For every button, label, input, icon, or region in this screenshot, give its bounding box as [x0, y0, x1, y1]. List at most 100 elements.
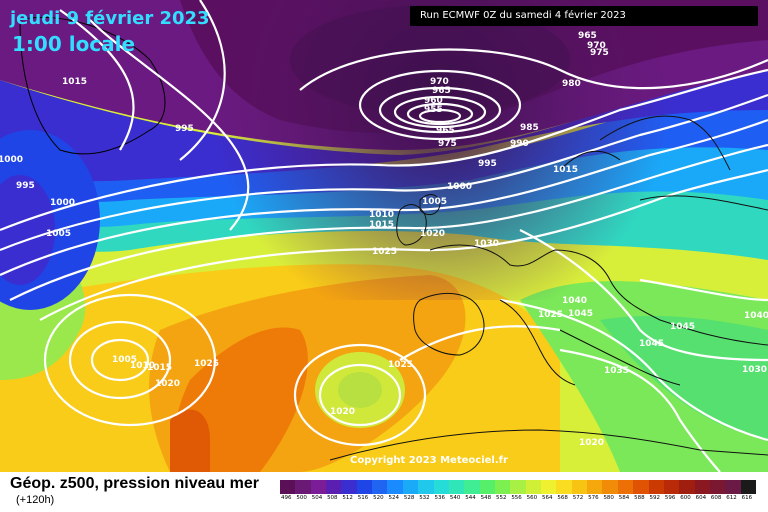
isobar-label: 975: [438, 139, 457, 149]
legend-bar: Géop. z500, pression niveau mer (+120h) …: [0, 472, 768, 512]
scale-swatch: [448, 480, 465, 494]
scale-swatch: [402, 480, 419, 494]
isobars: [0, 0, 768, 472]
isobar-label: 980: [562, 79, 581, 89]
scale-tick-label: 536: [434, 495, 446, 501]
isobar-label: 975: [590, 48, 609, 58]
isobar-label: 1020: [155, 379, 180, 389]
isobar-label: 1025: [372, 247, 397, 257]
isobar-label: 1040: [562, 296, 587, 306]
isobar-label: 1005: [422, 197, 447, 207]
scale-swatch: [633, 480, 649, 494]
isobar-label: 1030: [474, 239, 499, 249]
scale-swatch: [571, 480, 588, 494]
scale-swatch: [587, 480, 603, 494]
cut-off-low-core: [338, 372, 382, 408]
isobar-label: 1005: [112, 355, 137, 365]
scale-tick-label: 512: [342, 495, 353, 501]
isobar-label: 1045: [670, 322, 695, 332]
scale-tick-label: 580: [603, 495, 614, 501]
isobar-label: 1045: [639, 339, 664, 349]
scale-tick-label: 544: [465, 495, 476, 501]
isobar-label: 1040: [744, 311, 768, 321]
forecast-map: 1015 995 1000 995 1000 1005 970 965 960 …: [0, 0, 768, 472]
isobar-label: 1015: [369, 220, 394, 230]
isobar-label: 1020: [330, 407, 355, 417]
scale-swatch: [356, 480, 373, 494]
scale-swatch: [694, 480, 711, 494]
scale-swatch: [709, 480, 726, 494]
isobar-label: 1000: [0, 155, 23, 165]
scale-tick-label: 600: [680, 495, 691, 501]
scale-tick-label: 572: [572, 495, 584, 501]
map-caption: Géop. z500, pression niveau mer: [10, 475, 259, 492]
isobar-label: 960: [424, 96, 443, 106]
isobar-labels: 1015 995 1000 995 1000 1005 970 965 960 …: [0, 31, 768, 448]
isobar-label: 1025: [388, 360, 413, 370]
greenland-coast: [19, 16, 166, 155]
isobar-label: 970: [587, 41, 606, 51]
isobar-label: 995: [478, 159, 497, 169]
color-scale: 496 500 504 508 512 516 520 524 528 532 536 540 544 5…: [280, 480, 757, 506]
scale-swatch: [648, 480, 665, 494]
forecast-date: jeudi 9 février 2023: [10, 8, 210, 29]
scale-tick-label: 576: [588, 495, 599, 501]
scale-tick-label: 556: [511, 495, 522, 501]
isobar-label: 1045: [568, 309, 593, 319]
isobar-label: 1010: [130, 361, 155, 371]
scale-tick-label: 520: [373, 495, 384, 501]
isobar-label: 1030: [742, 365, 767, 375]
scale-swatch: [617, 480, 634, 494]
scale-swatch: [679, 480, 696, 494]
isobar-label: 1000: [447, 182, 472, 192]
isobar-label: 965: [432, 86, 451, 96]
scale-tick-label: 588: [634, 495, 645, 501]
isobar-label: 995: [16, 181, 35, 191]
scale-swatch: [740, 480, 757, 494]
scale-swatch: [418, 480, 435, 494]
scale-swatch: [479, 480, 496, 494]
scale-tick-label: 528: [403, 495, 415, 501]
scale-tick-label: 552: [495, 495, 507, 501]
scale-tick-label: 560: [526, 495, 538, 501]
isobar-label: 1025: [538, 310, 563, 320]
scale-swatch: [525, 480, 542, 494]
z500-band-592: [170, 409, 210, 472]
isobar-label: 1020: [579, 438, 604, 448]
scale-swatch: [433, 480, 450, 494]
isobar-label: 1015: [62, 77, 87, 87]
scale-swatch: [510, 480, 527, 494]
scale-tick-label: 532: [419, 495, 430, 501]
scale-swatch: [341, 480, 358, 494]
isobar-label: 1015: [553, 165, 578, 175]
isobar-label: 1010: [369, 210, 394, 220]
scale-swatch: [387, 480, 404, 494]
isobar-label: 990: [510, 139, 529, 149]
scale-tick-label: 540: [449, 495, 461, 501]
isobar-label: 1005: [46, 229, 71, 239]
z500-east-cool: [600, 315, 768, 440]
scale-tick-label: 592: [649, 495, 661, 501]
scale-swatch: [326, 480, 342, 494]
scale-swatch: [602, 480, 619, 494]
scale-tick-label: 508: [327, 495, 338, 501]
scale-tick-label: 616: [741, 495, 753, 501]
scale-swatch: [556, 480, 573, 494]
lead-time: (+120h): [16, 494, 55, 506]
scale-swatch: [494, 480, 511, 494]
isobar-label: 1020: [420, 229, 445, 239]
scale-tick-label: 584: [618, 495, 630, 501]
scale-tick-label: 612: [726, 495, 737, 501]
scale-swatch: [372, 480, 388, 494]
forecast-time: 1:00 locale: [12, 32, 136, 56]
scale-tick-label: 496: [281, 495, 292, 501]
model-run-label: Run ECMWF 0Z du samedi 4 février 2023: [410, 6, 758, 26]
isobar-label: 965: [578, 31, 597, 41]
scale-tick-label: 596: [664, 495, 676, 501]
scale-tick-label: 500: [296, 495, 307, 501]
coastlines: [329, 115, 768, 461]
scale-swatch: [541, 480, 557, 494]
scale-tick-label: 568: [557, 495, 568, 501]
scale-tick-label: 504: [311, 495, 323, 501]
scale-tick-label: 516: [357, 495, 369, 501]
